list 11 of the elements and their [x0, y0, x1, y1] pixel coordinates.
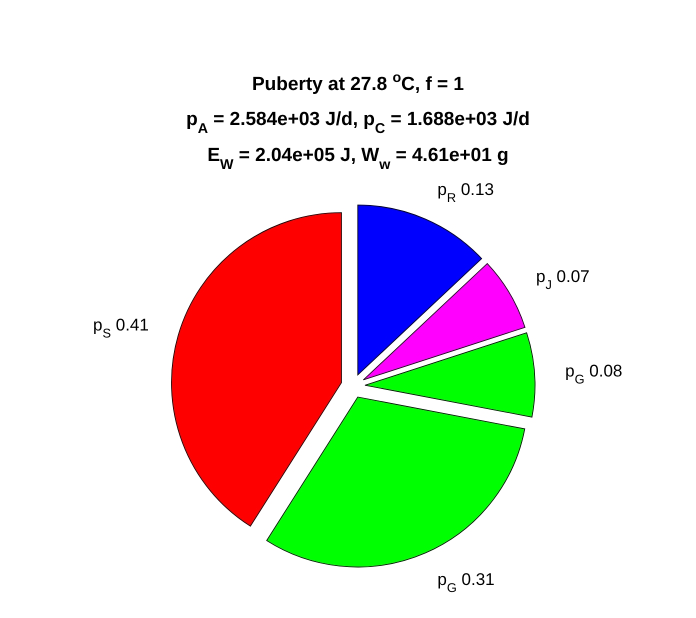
data-label: 0.31 [456, 570, 495, 590]
data-label: 0.07 [552, 267, 590, 286]
data-label: 0.08 [584, 362, 622, 382]
slice-label: p$_{R}$ [437, 180, 456, 205]
data-label: 0.41 [111, 316, 149, 336]
slice-label: p$_{G}$ [437, 570, 457, 595]
data-label: 0.13 [456, 180, 494, 200]
slice-label: p$_{J}$ [536, 267, 552, 292]
slice-label: p$_{S}$ [93, 316, 112, 341]
slice-label: p$_{G}$ [565, 362, 585, 387]
chart-title: Puberty at 27.8 $^{o}$C, f = 1 p$_{A}$ = 2.584e+03 J/d, p$_{C}$ = 1.688e+03 J/d E$_{W}$ = 2.04e+05 J, W$_{w}$ = 4.61e+01 g [186, 70, 530, 173]
